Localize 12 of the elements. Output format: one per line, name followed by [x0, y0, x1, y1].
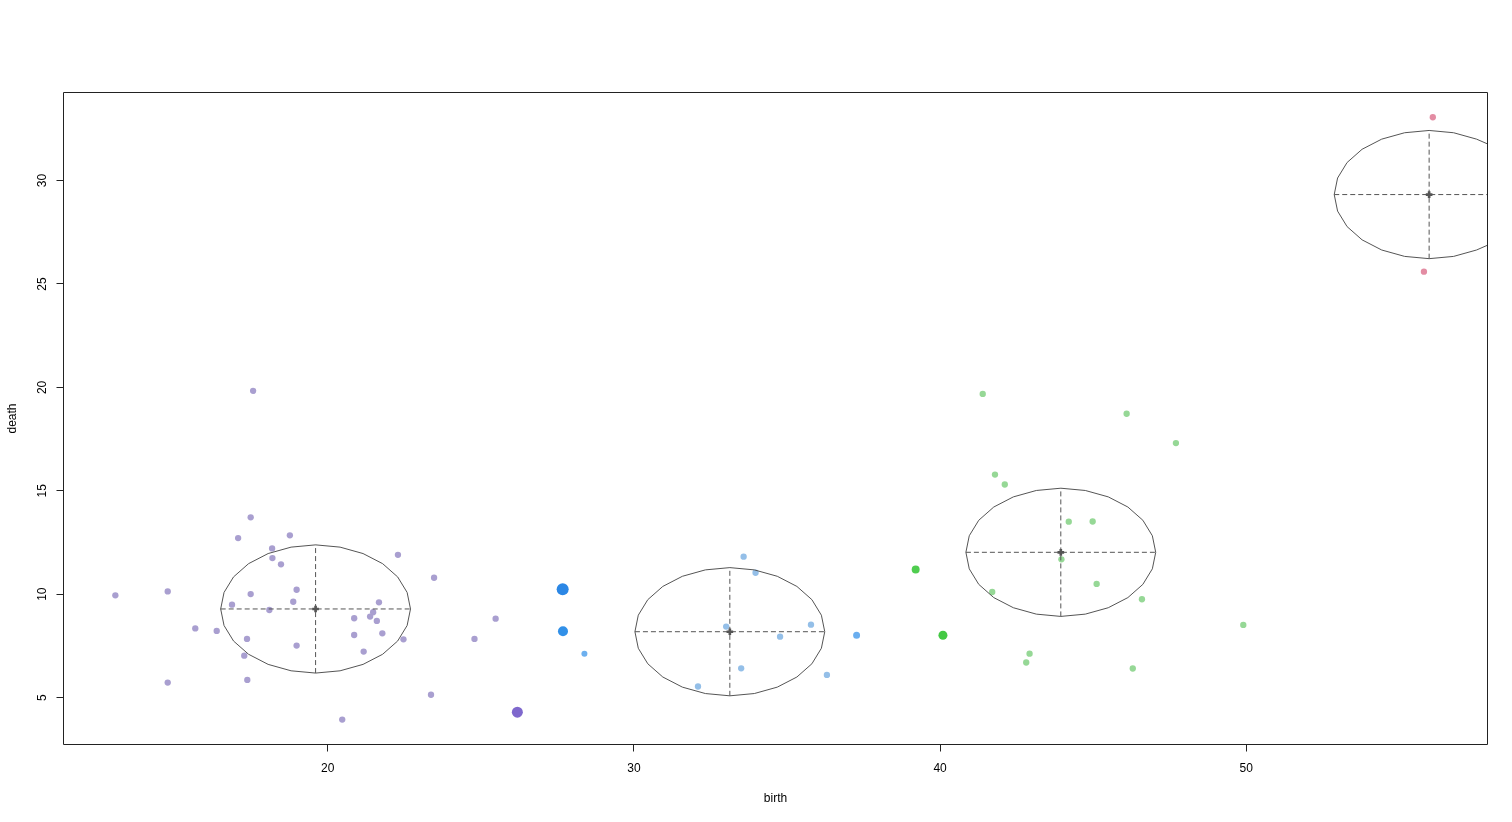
x-axis-title: birth	[763, 790, 788, 805]
y-tick-label: 15	[34, 483, 49, 498]
x-tick-label: 20	[321, 760, 335, 775]
y-tick-label: 20	[34, 380, 49, 395]
x-tick-label: 40	[933, 760, 948, 775]
y-tick-label: 5	[34, 693, 49, 701]
y-tick-label: 30	[34, 173, 49, 188]
x-tick-label: 50	[1239, 760, 1254, 775]
y-tick-label: 10	[34, 587, 49, 601]
x-tick-label: 30	[627, 760, 641, 775]
y-axis-title: death	[4, 403, 19, 434]
y-tick-label: 25	[34, 276, 49, 291]
